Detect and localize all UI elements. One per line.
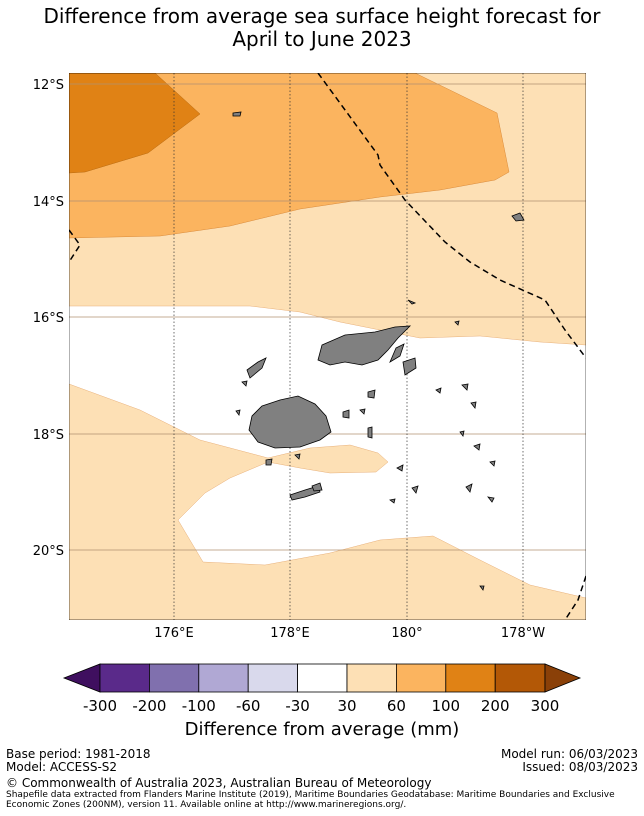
fiji-landmass: [232, 111, 525, 591]
colorbar-segment: [198, 663, 249, 693]
lon-label-178w: 178°W: [501, 626, 545, 641]
colorbar-segment: [494, 663, 546, 693]
longitude-labels: 176°E 178°E 180° 178°W: [154, 626, 545, 641]
colorbar-label: Difference from average (mm): [184, 719, 460, 740]
colorbar-tick-label: 30: [337, 697, 356, 715]
eez-boundary: [69, 73, 586, 620]
latitude-gridlines: [69, 83, 586, 551]
lat-label-20s: 20°S: [33, 544, 64, 559]
lon-label-176e: 176°E: [154, 626, 194, 641]
forecast-map: 12°S 14°S 16°S 18°S 20°S 176°E 178°E 180…: [33, 73, 586, 715]
shapefile-credit-line-2: Economic Zones (200NM), version 11. Avai…: [6, 800, 407, 810]
lat-label-12s: 12°S: [33, 78, 64, 93]
colorbar-tick-label: 100: [431, 697, 460, 715]
issued-text: Issued: 08/03/2023: [522, 760, 638, 774]
copyright-text: © Commonwealth of Australia 2023, Austra…: [6, 776, 432, 790]
model-text: Model: ACCESS-S2: [6, 760, 118, 774]
colorbar: [62, 663, 582, 693]
longitude-gridlines: [173, 73, 524, 620]
base-period-text: Base period: 1981-2018: [6, 747, 151, 761]
colorbar-tick-label: 200: [481, 697, 510, 715]
colorbar-tick-label: -300: [83, 697, 117, 715]
map-title-line-2: April to June 2023: [232, 27, 412, 51]
colorbar-tick-label: 60: [387, 697, 406, 715]
latitude-labels: 12°S 14°S 16°S 18°S 20°S: [33, 78, 64, 559]
colorbar-high-arrow: [544, 663, 582, 693]
colorbar-segment: [346, 663, 397, 693]
colorbar-segment: [297, 663, 348, 693]
kadavu-island: [289, 485, 321, 501]
lat-label-16s: 16°S: [33, 311, 64, 326]
colorbar-segment: [99, 663, 150, 693]
vanua-levu-island: [317, 325, 412, 366]
model-run-text: Model run: 06/03/2023: [500, 747, 638, 761]
lat-label-14s: 14°S: [33, 195, 64, 210]
colorbar-segment: [148, 663, 200, 693]
colorbar-segment: [445, 663, 496, 693]
colorbar-tick-labels: -300 -200 -100 -60 -30 30 60 100 200 300: [83, 697, 559, 715]
map-title-line-1: Difference from average sea surface heig…: [43, 4, 601, 28]
colorbar-tick-label: -30: [285, 697, 310, 715]
viti-levu-island: [248, 395, 332, 449]
colorbar-tick-label: -60: [236, 697, 261, 715]
lon-label-180: 180°: [391, 626, 422, 641]
taveuni-island: [389, 343, 405, 363]
colorbar-tick-label: -200: [132, 697, 166, 715]
colorbar-tick-label: -100: [182, 697, 216, 715]
map-plot-area: [69, 73, 586, 620]
colorbar-segment: [247, 663, 298, 693]
colorbar-low-arrow: [62, 663, 101, 693]
lon-label-178e: 178°E: [270, 626, 310, 641]
colorbar-tick-label: 300: [531, 697, 560, 715]
lat-label-18s: 18°S: [33, 428, 64, 443]
colorbar-segment: [395, 663, 447, 693]
band-100-200: [69, 73, 201, 174]
band-30-60-south: [69, 383, 586, 620]
shapefile-credit-line-1: Shapefile data extracted from Flanders M…: [6, 790, 615, 800]
